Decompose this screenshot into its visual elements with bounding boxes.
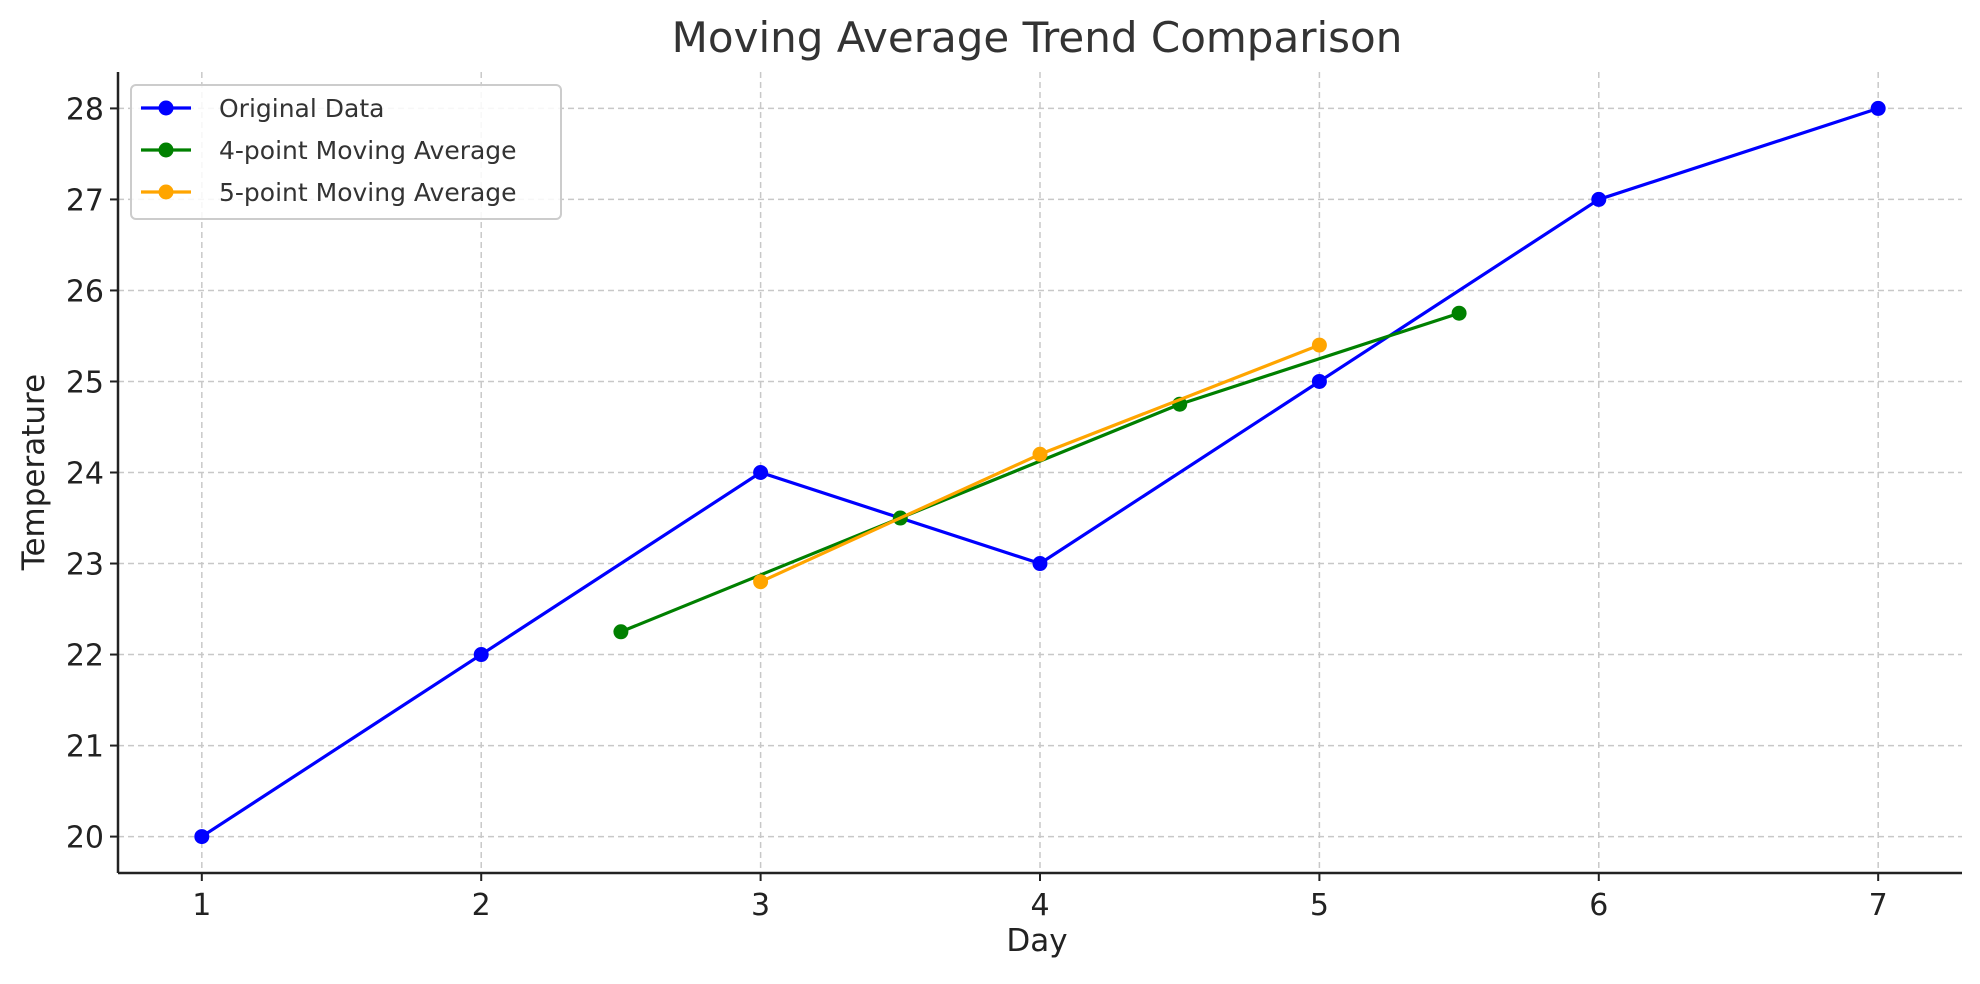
series-1-point <box>1032 556 1048 572</box>
x-axis-label: Day <box>1006 923 1067 959</box>
y-tick-label: 20 <box>66 821 104 856</box>
series-1-point <box>1311 373 1327 389</box>
series-2-point <box>613 624 629 640</box>
legend-label: 5-point Moving Average <box>219 178 517 207</box>
legend-marker <box>158 184 174 200</box>
y-tick-label: 25 <box>66 365 104 400</box>
x-tick-label: 7 <box>1869 888 1888 923</box>
series-3-point <box>1032 446 1048 462</box>
x-tick-label: 6 <box>1589 888 1608 923</box>
legend-label: Original Data <box>219 94 384 123</box>
series-1-point <box>1870 100 1886 116</box>
x-tick-label: 3 <box>751 888 770 923</box>
x-tick-label: 2 <box>472 888 491 923</box>
series-1-point <box>473 647 489 663</box>
y-tick-label: 21 <box>66 730 104 765</box>
y-tick-label: 24 <box>66 457 104 492</box>
legend-marker <box>158 142 174 158</box>
x-tick-label: 5 <box>1310 888 1329 923</box>
series-1-point <box>1591 191 1607 207</box>
series-2-point <box>1451 305 1467 321</box>
y-tick-label: 26 <box>66 274 104 309</box>
chart-title: Moving Average Trend Comparison <box>672 13 1403 62</box>
y-tick-label: 22 <box>66 639 104 674</box>
legend-label: 4-point Moving Average <box>219 136 517 165</box>
series-3-point <box>753 574 769 590</box>
legend: Original Data 4-point Moving Average 5-poi… <box>130 84 562 220</box>
x-tick-label: 1 <box>192 888 211 923</box>
series-1-point <box>753 465 769 480</box>
series-layer <box>194 100 1886 845</box>
y-axis-label: Temperature <box>16 374 52 571</box>
legend-marker <box>158 100 174 116</box>
y-tick-label: 27 <box>66 183 104 218</box>
legend-box <box>130 84 562 220</box>
series-1-point <box>194 829 210 845</box>
series-3-point <box>1311 337 1327 353</box>
y-tick-label: 28 <box>66 92 104 127</box>
y-tick-label: 23 <box>66 548 104 583</box>
x-tick-label: 4 <box>1030 888 1049 923</box>
